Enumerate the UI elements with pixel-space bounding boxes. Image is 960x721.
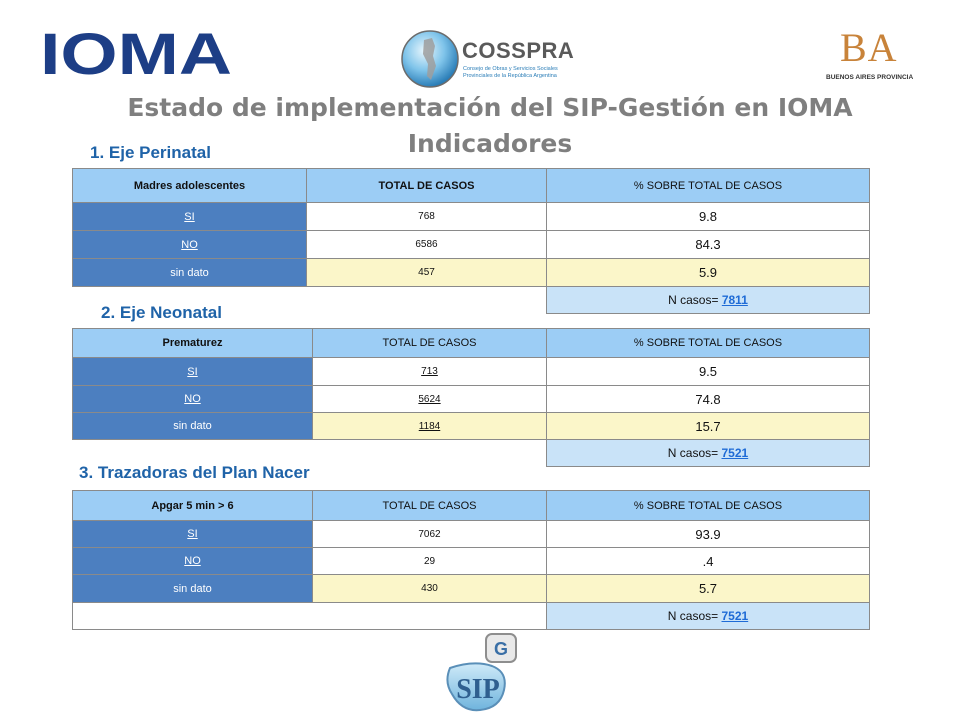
n-casos-link[interactable]: 7521 xyxy=(721,446,749,460)
n-casos-cell: N casos= 7521 xyxy=(546,439,870,467)
row-percent: 9.5 xyxy=(546,357,870,386)
n-casos-prefix: N casos= xyxy=(667,609,722,623)
row-total: 7062 xyxy=(312,520,547,548)
cosspra-globe-icon xyxy=(401,30,459,88)
table-footer-row: N casos= 7521 xyxy=(72,602,870,630)
cosspra-subtitle: Consejo de Obras y Servicios Sociales Pr… xyxy=(463,66,558,79)
table-footer-row: N casos= 7521 xyxy=(73,439,870,467)
column-header-indicator: Apgar 5 min > 6 xyxy=(72,490,313,521)
column-header-indicator: Madres adolescentes xyxy=(72,168,307,203)
section-heading-neonatal: 2. Eje Neonatal xyxy=(101,303,222,322)
row-total: 5624 xyxy=(312,385,547,413)
cosspra-name: COSSPRA xyxy=(462,38,575,63)
column-header-percent: % SOBRE TOTAL DE CASOS xyxy=(546,490,870,521)
column-header-indicator: Prematurez xyxy=(72,328,313,358)
column-header-total: TOTAL DE CASOS xyxy=(306,168,547,203)
sip-gestion-logo: G SIP xyxy=(440,632,522,716)
row-label-sin-dato: sin dato xyxy=(72,258,307,287)
section-heading-plan-nacer: 3. Trazadoras del Plan Nacer xyxy=(79,463,310,482)
n-casos-prefix: N casos= xyxy=(667,446,722,460)
row-percent: .4 xyxy=(546,547,870,575)
n-casos-cell: N casos= 7521 xyxy=(546,602,870,630)
row-label-sin-dato: sin dato xyxy=(72,412,313,440)
table-header-row: Madres adolescentes TOTAL DE CASOS % SOB… xyxy=(72,168,870,203)
n-casos-prefix: N casos= xyxy=(668,293,722,307)
row-total: 713 xyxy=(312,357,547,386)
table-header-row: Prematurez TOTAL DE CASOS % SOBRE TOTAL … xyxy=(72,328,870,358)
row-total: 1184 xyxy=(312,412,547,440)
n-casos-link[interactable]: 7521 xyxy=(721,609,749,623)
row-percent: 84.3 xyxy=(546,230,870,259)
column-header-percent: % SOBRE TOTAL DE CASOS xyxy=(546,168,870,203)
sip-badge-letter: G xyxy=(494,639,508,659)
row-label-sin-dato: sin dato xyxy=(72,574,313,603)
row-total: 457 xyxy=(306,258,547,287)
row-label-no[interactable]: NO xyxy=(72,230,307,259)
row-percent: 5.9 xyxy=(546,258,870,287)
table-footer-row: N casos= 7811 xyxy=(73,286,870,314)
n-casos-cell: N casos= 7811 xyxy=(546,286,870,314)
table-header-row: Apgar 5 min > 6 TOTAL DE CASOS % SOBRE T… xyxy=(72,490,870,521)
row-label-no[interactable]: NO xyxy=(72,547,313,575)
row-percent: 9.8 xyxy=(546,202,870,231)
table-row: SI 768 9.8 xyxy=(72,202,870,231)
column-header-total: TOTAL DE CASOS xyxy=(312,328,547,358)
row-label-si[interactable]: SI xyxy=(72,520,313,548)
table-neonatal: Prematurez TOTAL DE CASOS % SOBRE TOTAL … xyxy=(72,328,870,467)
table-row: NO 6586 84.3 xyxy=(72,230,870,259)
table-perinatal: Madres adolescentes TOTAL DE CASOS % SOB… xyxy=(72,168,870,314)
row-total: 6586 xyxy=(306,230,547,259)
row-percent: 15.7 xyxy=(546,412,870,440)
n-casos-link[interactable]: 7811 xyxy=(721,293,748,307)
table-row: sin dato 430 5.7 xyxy=(72,574,870,603)
page-title-line2: Indicadores xyxy=(407,129,573,158)
footer-spacer xyxy=(72,602,547,630)
section-heading-perinatal: 1. Eje Perinatal xyxy=(90,143,211,162)
table-row: SI 7062 93.9 xyxy=(72,520,870,548)
table-row: NO 29 .4 xyxy=(72,547,870,575)
row-percent: 5.7 xyxy=(546,574,870,603)
row-label-si[interactable]: SI xyxy=(72,202,307,231)
table-row: NO 5624 74.8 xyxy=(72,385,870,413)
table-plan-nacer: Apgar 5 min > 6 TOTAL DE CASOS % SOBRE T… xyxy=(72,490,870,630)
row-percent: 93.9 xyxy=(546,520,870,548)
table-row: sin dato 1184 15.7 xyxy=(72,412,870,440)
row-total: 430 xyxy=(312,574,547,603)
column-header-percent: % SOBRE TOTAL DE CASOS xyxy=(546,328,870,358)
ba-subtitle: BUENOS AIRES PROVINCIA xyxy=(826,74,914,81)
cosspra-logo: COSSPRA Consejo de Obras y Servicios Soc… xyxy=(400,28,580,90)
row-total: 29 xyxy=(312,547,547,575)
column-header-total: TOTAL DE CASOS xyxy=(312,490,547,521)
row-label-no[interactable]: NO xyxy=(72,385,313,413)
page-title-line1: Estado de implementación del SIP-Gestión… xyxy=(127,93,853,122)
buenos-aires-logo: BA BUENOS AIRES PROVINCIA xyxy=(826,24,926,88)
table-row: sin dato 457 5.9 xyxy=(72,258,870,287)
row-label-si[interactable]: SI xyxy=(72,357,313,386)
table-row: SI 713 9.5 xyxy=(72,357,870,386)
ioma-logo-text: IOMA xyxy=(40,22,232,82)
ioma-logo: IOMA xyxy=(40,22,250,87)
page-title: Estado de implementación del SIP-Gestión… xyxy=(100,90,880,162)
sip-text: SIP xyxy=(456,674,500,705)
row-percent: 74.8 xyxy=(546,385,870,413)
row-total: 768 xyxy=(306,202,547,231)
ba-mark: BA xyxy=(840,25,898,70)
